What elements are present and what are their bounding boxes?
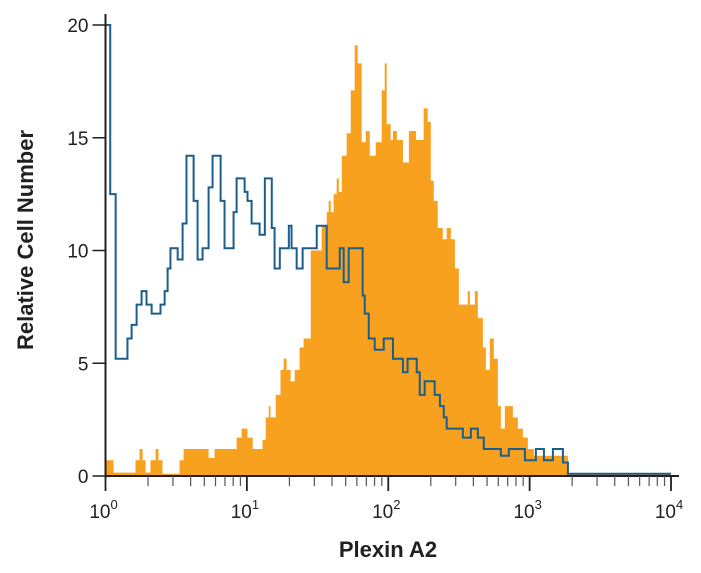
x-tick-label: 100: [89, 497, 117, 523]
y-tick-label: 0: [78, 467, 89, 488]
y-tick-label: 5: [78, 354, 89, 375]
y-axis-title: Relative Cell Number: [13, 130, 38, 351]
x-tick-label: 102: [372, 497, 400, 523]
x-tick-base: 10: [655, 502, 676, 523]
x-tick-exponent: 2: [393, 497, 400, 512]
y-tick-label: 10: [67, 242, 88, 263]
filled-histogram-series-0: [105, 45, 671, 477]
x-tick-exponent: 0: [110, 497, 117, 512]
x-tick-exponent: 1: [252, 497, 259, 512]
series-layer: [105, 24, 671, 477]
x-tick-base: 10: [513, 502, 534, 523]
x-tick-label: 104: [655, 497, 683, 523]
x-tick-exponent: 3: [535, 497, 542, 512]
x-tick-base: 10: [89, 502, 110, 523]
x-tick-exponent: 4: [676, 497, 683, 512]
x-tick-base: 10: [372, 502, 393, 523]
x-axis-title: Plexin A2: [339, 537, 437, 562]
x-tick-base: 10: [231, 502, 252, 523]
y-tick-label: 15: [67, 129, 88, 150]
y-tick-label: 20: [67, 16, 88, 37]
x-tick-label: 103: [513, 497, 541, 523]
x-tick-label: 101: [231, 497, 259, 523]
outline-histogram-series-1: [105, 24, 671, 475]
